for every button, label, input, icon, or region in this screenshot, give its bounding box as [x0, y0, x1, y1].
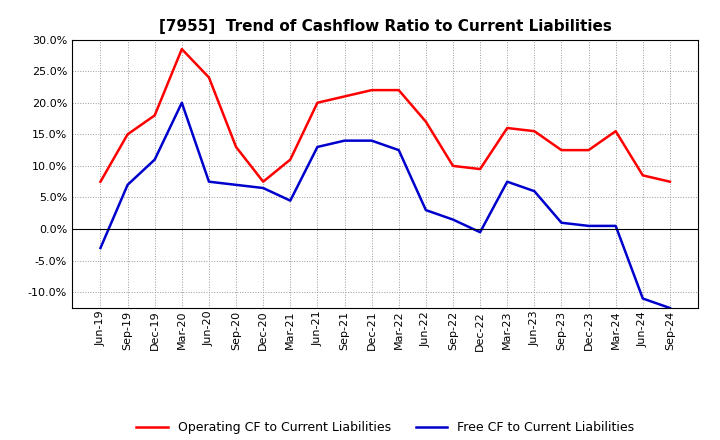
Operating CF to Current Liabilities	[611, 128, 620, 134]
Operating CF to Current Liabilities	[584, 147, 593, 153]
Free CF to Current Liabilities	[557, 220, 566, 225]
Free CF to Current Liabilities	[259, 185, 268, 191]
Operating CF to Current Liabilities	[639, 173, 647, 178]
Free CF to Current Liabilities	[395, 147, 403, 153]
Operating CF to Current Liabilities	[286, 157, 294, 162]
Free CF to Current Liabilities	[313, 144, 322, 150]
Operating CF to Current Liabilities	[150, 113, 159, 118]
Operating CF to Current Liabilities	[530, 128, 539, 134]
Free CF to Current Liabilities	[530, 188, 539, 194]
Free CF to Current Liabilities	[503, 179, 511, 184]
Free CF to Current Liabilities	[665, 305, 674, 311]
Operating CF to Current Liabilities	[259, 179, 268, 184]
Free CF to Current Liabilities	[204, 179, 213, 184]
Operating CF to Current Liabilities	[367, 88, 376, 93]
Free CF to Current Liabilities	[584, 223, 593, 228]
Operating CF to Current Liabilities	[421, 119, 430, 125]
Operating CF to Current Liabilities	[395, 88, 403, 93]
Free CF to Current Liabilities	[341, 138, 349, 143]
Operating CF to Current Liabilities	[557, 147, 566, 153]
Legend: Operating CF to Current Liabilities, Free CF to Current Liabilities: Operating CF to Current Liabilities, Fre…	[131, 416, 639, 439]
Operating CF to Current Liabilities	[178, 47, 186, 52]
Free CF to Current Liabilities	[476, 230, 485, 235]
Line: Free CF to Current Liabilities: Free CF to Current Liabilities	[101, 103, 670, 308]
Title: [7955]  Trend of Cashflow Ratio to Current Liabilities: [7955] Trend of Cashflow Ratio to Curren…	[159, 19, 611, 34]
Operating CF to Current Liabilities	[123, 132, 132, 137]
Free CF to Current Liabilities	[367, 138, 376, 143]
Operating CF to Current Liabilities	[313, 100, 322, 106]
Operating CF to Current Liabilities	[665, 179, 674, 184]
Free CF to Current Liabilities	[421, 208, 430, 213]
Operating CF to Current Liabilities	[476, 166, 485, 172]
Operating CF to Current Liabilities	[449, 163, 457, 169]
Operating CF to Current Liabilities	[341, 94, 349, 99]
Free CF to Current Liabilities	[639, 296, 647, 301]
Free CF to Current Liabilities	[232, 182, 240, 187]
Line: Operating CF to Current Liabilities: Operating CF to Current Liabilities	[101, 49, 670, 182]
Operating CF to Current Liabilities	[204, 75, 213, 80]
Operating CF to Current Liabilities	[232, 144, 240, 150]
Free CF to Current Liabilities	[449, 217, 457, 222]
Free CF to Current Liabilities	[611, 223, 620, 228]
Free CF to Current Liabilities	[150, 157, 159, 162]
Free CF to Current Liabilities	[96, 246, 105, 251]
Operating CF to Current Liabilities	[96, 179, 105, 184]
Operating CF to Current Liabilities	[503, 125, 511, 131]
Free CF to Current Liabilities	[286, 198, 294, 203]
Free CF to Current Liabilities	[178, 100, 186, 106]
Free CF to Current Liabilities	[123, 182, 132, 187]
